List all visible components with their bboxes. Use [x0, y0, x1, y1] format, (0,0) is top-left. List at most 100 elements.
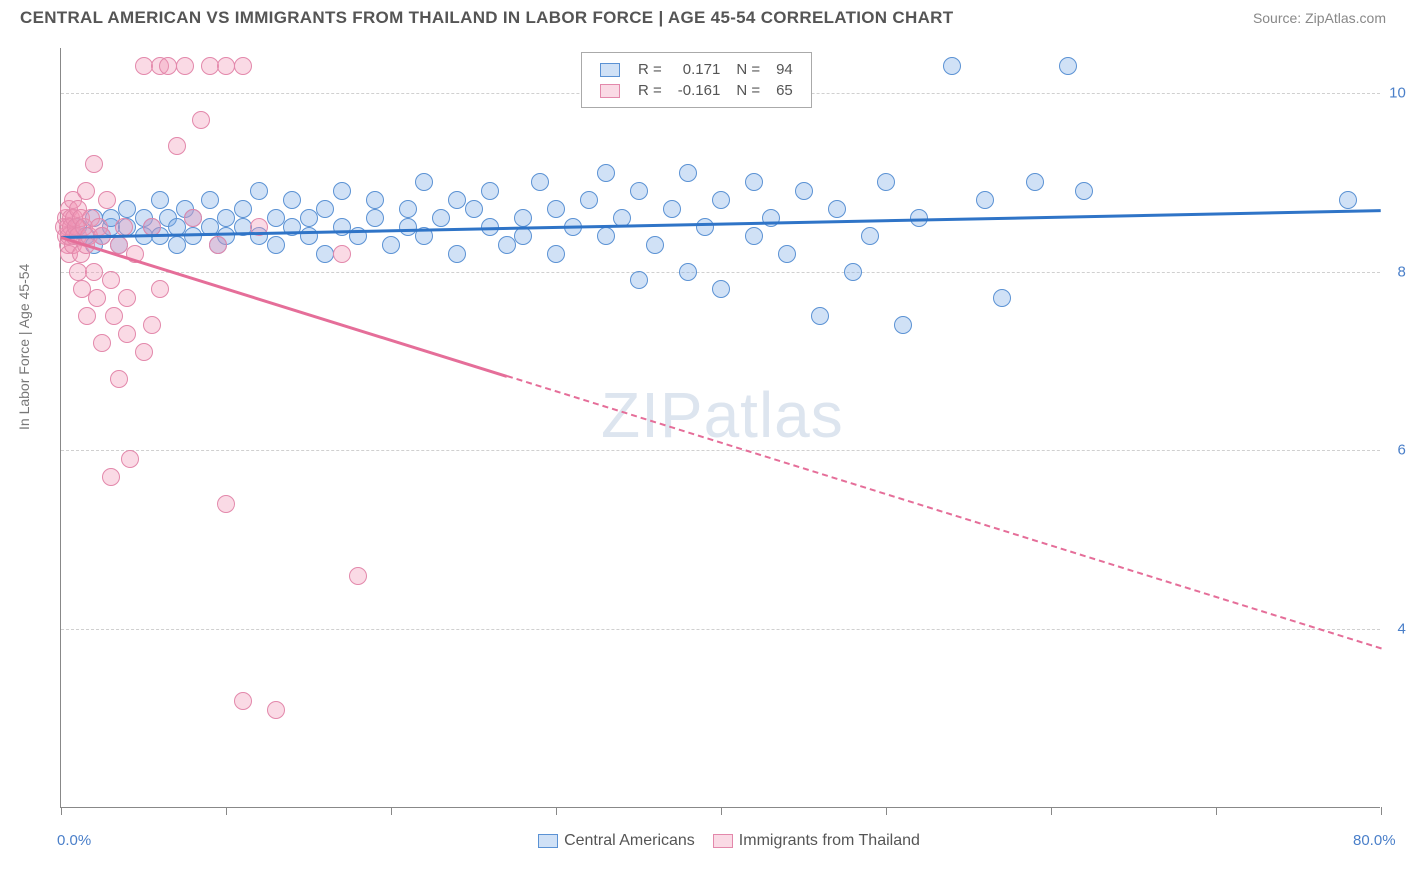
scatter-point-thailand	[176, 57, 194, 75]
scatter-point-central	[432, 209, 450, 227]
scatter-point-central	[300, 209, 318, 227]
scatter-point-central	[679, 263, 697, 281]
scatter-point-thailand	[77, 182, 95, 200]
chart-title: CENTRAL AMERICAN VS IMMIGRANTS FROM THAI…	[20, 8, 953, 28]
y-tick-label: 100.0%	[1389, 84, 1406, 101]
legend-bottom: Central Americans Immigrants from Thailan…	[60, 832, 1380, 850]
legend-label: Central Americans	[564, 832, 695, 849]
legend-label: Immigrants from Thailand	[739, 832, 920, 849]
scatter-point-central	[168, 236, 186, 254]
scatter-point-central	[465, 200, 483, 218]
legend-swatch	[713, 834, 733, 848]
scatter-point-central	[151, 191, 169, 209]
scatter-point-central	[283, 191, 301, 209]
scatter-point-thailand	[184, 209, 202, 227]
scatter-point-thailand	[118, 289, 136, 307]
scatter-point-central	[531, 173, 549, 191]
y-tick-label: 60.0%	[1397, 442, 1406, 459]
scatter-point-central	[234, 200, 252, 218]
plot-area: ZIPatlas 40.0%60.0%80.0%100.0%0.0%80.0%R…	[60, 48, 1380, 808]
scatter-point-central	[630, 271, 648, 289]
scatter-point-central	[1059, 57, 1077, 75]
scatter-point-central	[679, 164, 697, 182]
scatter-point-central	[448, 245, 466, 263]
scatter-point-thailand	[102, 468, 120, 486]
scatter-point-central	[597, 164, 615, 182]
scatter-point-central	[597, 227, 615, 245]
scatter-point-central	[778, 245, 796, 263]
scatter-point-thailand	[201, 57, 219, 75]
scatter-point-thailand	[69, 263, 87, 281]
scatter-point-thailand	[78, 307, 96, 325]
scatter-point-central	[1026, 173, 1044, 191]
scatter-point-central	[795, 182, 813, 200]
scatter-point-central	[201, 191, 219, 209]
scatter-point-central	[1339, 191, 1357, 209]
x-tick	[391, 807, 392, 815]
scatter-point-central	[828, 200, 846, 218]
scatter-point-thailand	[143, 316, 161, 334]
scatter-point-central	[448, 191, 466, 209]
scatter-point-central	[894, 316, 912, 334]
scatter-point-thailand	[135, 343, 153, 361]
scatter-point-central	[267, 236, 285, 254]
scatter-point-central	[745, 227, 763, 245]
scatter-point-central	[712, 191, 730, 209]
scatter-point-central	[118, 200, 136, 218]
scatter-point-thailand	[118, 325, 136, 343]
scatter-point-central	[300, 227, 318, 245]
scatter-point-central	[217, 209, 235, 227]
scatter-point-thailand	[209, 236, 227, 254]
scatter-point-central	[844, 263, 862, 281]
scatter-point-thailand	[217, 57, 235, 75]
scatter-point-central	[745, 173, 763, 191]
gridline-h	[61, 450, 1380, 451]
scatter-plot: ZIPatlas 40.0%60.0%80.0%100.0%0.0%80.0%R…	[60, 48, 1380, 808]
legend-swatch	[538, 834, 558, 848]
gridline-h	[61, 272, 1380, 273]
scatter-point-thailand	[234, 57, 252, 75]
x-tick	[556, 807, 557, 815]
y-tick-label: 80.0%	[1397, 263, 1406, 280]
scatter-point-central	[696, 218, 714, 236]
scatter-point-central	[333, 182, 351, 200]
scatter-point-thailand	[267, 701, 285, 719]
scatter-point-central	[481, 182, 499, 200]
scatter-point-central	[498, 236, 516, 254]
scatter-point-central	[547, 200, 565, 218]
scatter-point-central	[399, 200, 417, 218]
scatter-point-central	[366, 209, 384, 227]
scatter-point-thailand	[192, 111, 210, 129]
scatter-point-central	[514, 209, 532, 227]
scatter-point-central	[366, 191, 384, 209]
y-tick-label: 40.0%	[1397, 621, 1406, 638]
scatter-point-central	[877, 173, 895, 191]
scatter-point-thailand	[85, 263, 103, 281]
scatter-point-central	[267, 209, 285, 227]
scatter-point-central	[382, 236, 400, 254]
scatter-point-thailand	[93, 334, 111, 352]
x-tick	[1051, 807, 1052, 815]
scatter-point-central	[547, 245, 565, 263]
scatter-point-thailand	[105, 307, 123, 325]
scatter-point-central	[250, 182, 268, 200]
scatter-point-thailand	[333, 245, 351, 263]
scatter-point-thailand	[217, 495, 235, 513]
scatter-point-thailand	[168, 137, 186, 155]
scatter-point-thailand	[234, 692, 252, 710]
x-tick	[61, 807, 62, 815]
scatter-point-thailand	[121, 450, 139, 468]
source-label: Source: ZipAtlas.com	[1253, 10, 1386, 26]
scatter-point-central	[580, 191, 598, 209]
scatter-point-central	[663, 200, 681, 218]
scatter-point-central	[943, 57, 961, 75]
scatter-point-central	[399, 218, 417, 236]
scatter-point-central	[811, 307, 829, 325]
scatter-point-central	[630, 182, 648, 200]
trend-line-dashed	[506, 375, 1381, 649]
scatter-point-central	[861, 227, 879, 245]
scatter-point-thailand	[110, 370, 128, 388]
scatter-point-thailand	[151, 280, 169, 298]
scatter-point-thailand	[159, 57, 177, 75]
scatter-point-thailand	[349, 567, 367, 585]
